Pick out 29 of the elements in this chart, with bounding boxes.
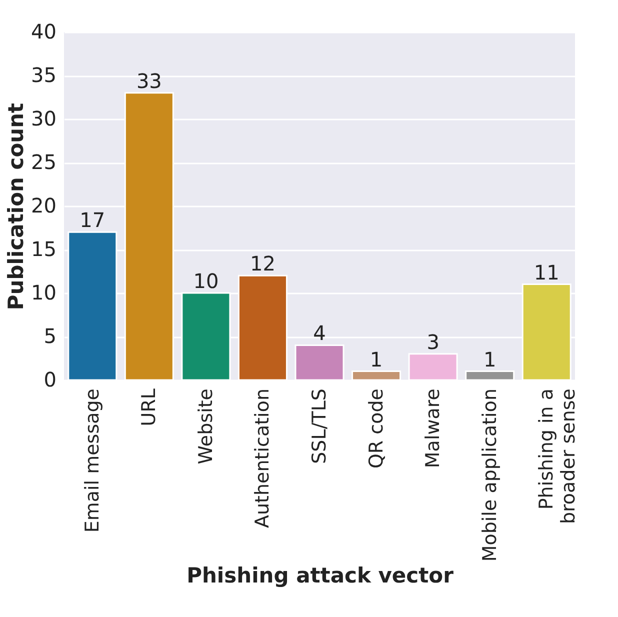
- y-tick-label: 0: [44, 368, 56, 392]
- data-label: 11: [534, 260, 560, 284]
- x-tick-label: Mobile application: [478, 388, 501, 562]
- y-tick-label: 35: [31, 63, 56, 87]
- y-tick-label: 30: [31, 106, 56, 130]
- y-tick-label: 5: [44, 324, 56, 348]
- y-axis-title: Publication count: [4, 102, 28, 310]
- data-label: 17: [80, 208, 106, 232]
- x-tick-label: QR code: [365, 388, 388, 469]
- y-tick-label: 20: [31, 194, 56, 218]
- data-label: 4: [313, 321, 326, 346]
- y-tick-label: 15: [31, 237, 56, 261]
- data-label: 3: [426, 330, 440, 354]
- data-label: 10: [193, 269, 219, 293]
- x-axis-title: Phishing attack vector: [186, 564, 454, 588]
- x-tick-label: SSL/TLS: [308, 388, 330, 464]
- x-tick-label: Email message: [81, 388, 104, 533]
- x-tick-label: Website: [194, 388, 217, 464]
- x-tick-label: Malware: [422, 388, 444, 468]
- y-tick-label: 40: [31, 20, 56, 44]
- y-tick-label: 10: [31, 280, 56, 304]
- y-tick-label: 25: [31, 150, 56, 174]
- data-label: 33: [136, 68, 162, 93]
- data-label: 1: [483, 347, 496, 372]
- x-tick-label: URL: [138, 388, 160, 426]
- x-tick-label: Authentication: [252, 388, 274, 528]
- data-label: 1: [370, 347, 383, 372]
- x-tick-label: Phishing in a broader sense: [536, 388, 580, 524]
- data-label: 12: [250, 252, 276, 276]
